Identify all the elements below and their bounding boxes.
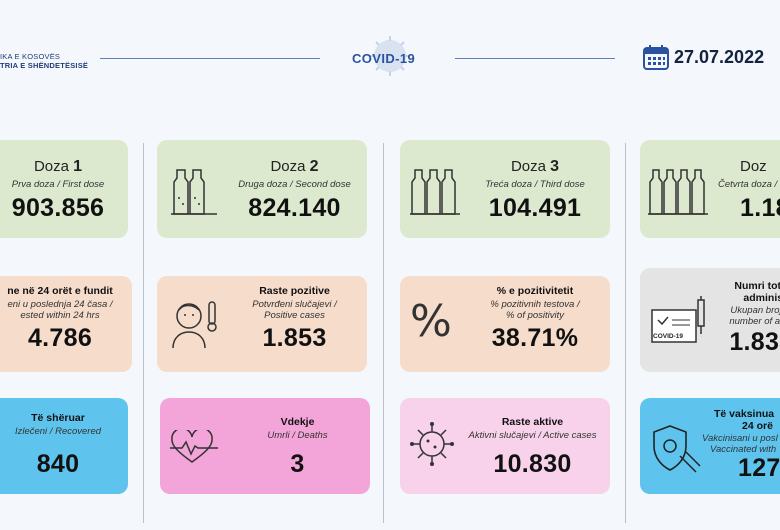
certificate-badge: COVID-19 [653, 333, 683, 340]
card-title: Doz [740, 158, 767, 175]
card-title: Raste pozitive [259, 285, 330, 297]
dose-label: Doza [33, 158, 69, 175]
dose-number: 1 [73, 158, 83, 175]
card-title: Doza 1 [0, 158, 128, 176]
vials-icon [410, 168, 462, 216]
card-dose2: Doza 2 Druga doza / Second dose 824.140 [157, 140, 367, 238]
card-subtitle: Četvrta doza / [718, 179, 778, 190]
card-subtitle-1: eni u poslednja 24 časa / [7, 299, 113, 310]
shield-icon [650, 422, 704, 476]
card-title: Vdekje [280, 416, 315, 428]
card-subtitle: Aktivni slučajevi / Active cases [468, 430, 597, 441]
card-value: 127 [738, 454, 780, 482]
card-subtitle: Druga doza / Second dose [238, 179, 351, 190]
card-total-administered: COVID-19 Numri total i administ Ukupan b… [640, 268, 780, 372]
heartbeat-icon [168, 430, 220, 466]
card-title-2: 24 orë [742, 420, 773, 432]
percent-icon: % [410, 296, 452, 347]
card-value: 104.491 [488, 194, 582, 222]
ministry-label: IKA E KOSOVËS TRIA E SHËNDETËSISË [0, 52, 88, 70]
card-subtitle: Umrli / Deaths [267, 430, 328, 441]
card-subtitle-2: % of positivity [505, 310, 565, 321]
card-positivity: % % e pozitivitetit % pozitivnih testova… [400, 276, 610, 372]
card-value: 10.830 [493, 450, 572, 478]
card-tested: ne në 24 orët e fundit eni u poslednja 2… [0, 276, 132, 372]
header-divider-right [455, 58, 615, 59]
sick-person-icon [169, 296, 219, 350]
card-subtitle-2: Vaccinated with [710, 444, 777, 455]
column-separator [383, 143, 384, 523]
card-deaths: Vdekje Umrli / Deaths 3 [160, 398, 370, 494]
calendar-icon [643, 44, 669, 70]
card-vaccinated-24h: Të vaksinua 24 orë Vakcinisani u posl Va… [640, 398, 780, 494]
card-subtitle-1: Vakcinisani u posl [702, 433, 778, 444]
card-dose4: Doz Četvrta doza / 1.18 [640, 140, 780, 238]
card-value: 903.856 [11, 194, 105, 222]
dose-number: 2 [309, 158, 319, 175]
dose-label: Doza [510, 158, 546, 175]
card-value: 1.853 [262, 324, 327, 352]
card-subtitle-2: ested within 24 hrs [20, 310, 100, 321]
card-subtitle-2: number of admin [729, 316, 780, 327]
virus-logo-icon [350, 36, 432, 80]
card-title-1: Të vaksinua [714, 408, 775, 420]
dose-number: 3 [550, 158, 560, 175]
card-subtitle-1: Ukupan broj dati [730, 305, 780, 316]
vials-icon [171, 168, 217, 216]
card-subtitle-2: Positive cases [264, 310, 325, 321]
card-value: 3 [290, 450, 305, 478]
card-value: 1.18 [740, 194, 780, 222]
ministry-line2: TRIA E SHËNDETËSISË [0, 61, 89, 70]
card-dose3: Doza 3 Treća doza / Third dose 104.491 [400, 140, 610, 238]
card-value: 824.140 [248, 194, 341, 222]
header-divider-left [100, 58, 320, 59]
card-subtitle-1: % pozitivnih testova / [490, 299, 580, 310]
card-active-cases: Raste aktive Aktivni slučajevi / Active … [400, 398, 610, 494]
card-value: 840 [36, 450, 80, 478]
card-title: ne në 24 orët e fundit [7, 285, 113, 297]
column-separator [143, 143, 144, 523]
virus-icon [410, 422, 454, 466]
dose-label: Doza [270, 158, 306, 175]
card-subtitle-1: Potvrđeni slučajevi / [252, 299, 337, 310]
card-value: 1.833. [729, 328, 780, 356]
vials-icon [648, 168, 710, 216]
certificate-icon: COVID-19 [650, 296, 712, 346]
card-title: Të shëruar [31, 412, 85, 424]
card-title-2: administ [743, 292, 780, 304]
card-title: Doza 2 [212, 158, 377, 176]
card-value: 38.71% [491, 324, 579, 352]
card-recovered: Të shëruar Izlečeni / Recovered 840 [0, 398, 128, 494]
card-subtitle: Izlečeni / Recovered [14, 426, 102, 437]
card-value: 4.786 [27, 324, 93, 352]
card-positive-cases: Raste pozitive Potvrđeni slučajevi / Pos… [157, 276, 367, 372]
card-title: Raste aktive [501, 416, 564, 428]
ministry-line1: IKA E KOSOVËS [0, 52, 61, 61]
card-title: Doza 3 [455, 158, 615, 176]
card-subtitle: Prva doza / First dose [11, 179, 105, 190]
report-date: 27.07.2022 [674, 47, 765, 67]
card-subtitle: Treća doza / Third dose [485, 179, 585, 190]
column-separator [625, 143, 626, 523]
brand-title: COVID-19 [352, 51, 416, 66]
card-title-1: Numri total i [734, 280, 780, 292]
card-title: % e pozitivitetit [496, 285, 574, 297]
card-dose1: Doza 1 Prva doza / First dose 903.856 [0, 140, 128, 238]
